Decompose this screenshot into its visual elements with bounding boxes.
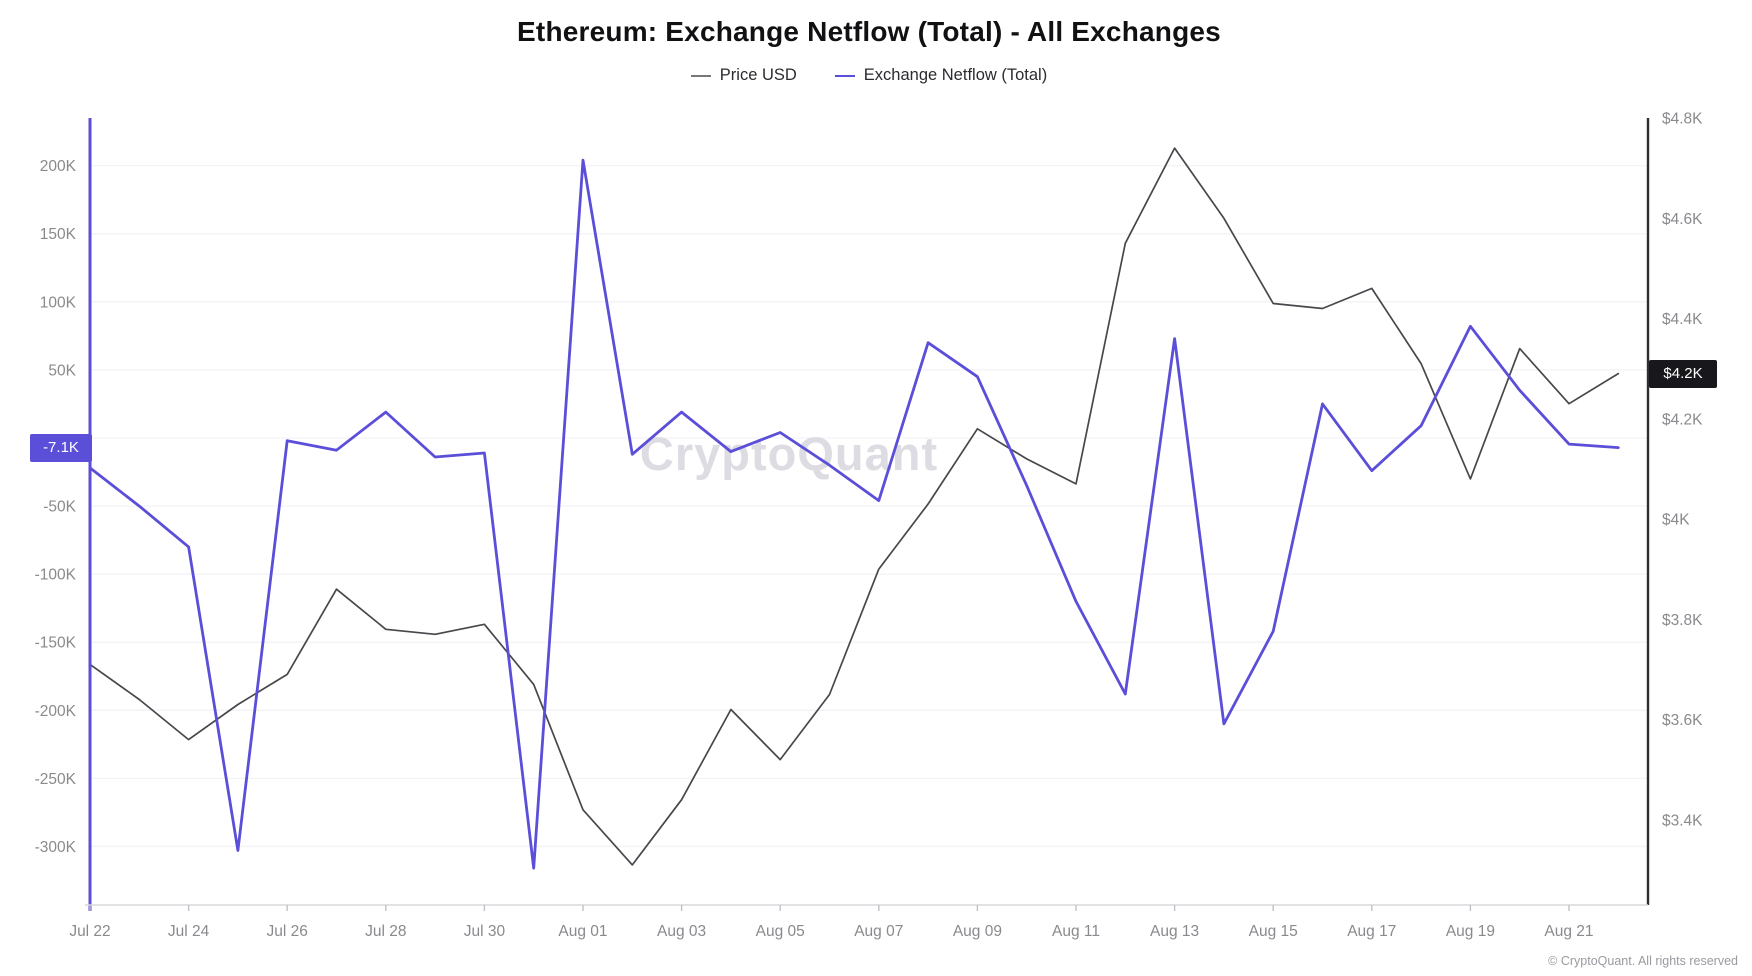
x-axis-tick-label: Aug 19 [1446, 923, 1495, 940]
x-axis-tick-label: Jul 30 [464, 923, 506, 940]
right-axis-tick-label: $4.6K [1662, 211, 1703, 228]
x-axis-tick-label: Aug 05 [756, 923, 805, 940]
legend-line-swatch-icon [834, 74, 855, 77]
x-axis-tick-label: Aug 17 [1347, 923, 1396, 940]
x-axis-tick-label: Aug 09 [953, 923, 1002, 940]
left-axis-tick-label: -50K [43, 499, 76, 516]
series-line-price [89, 147, 1620, 866]
left-axis-tick-label: 50K [48, 362, 76, 379]
left-axis-tick-label: -100K [35, 567, 77, 584]
x-axis-tick-label: Aug 15 [1249, 923, 1298, 940]
left-axis-tick-label: 150K [40, 226, 77, 243]
right-axis-tick-label: $4K [1662, 512, 1690, 529]
right-axis-tick-label: $4.8K [1662, 111, 1703, 128]
right-axis-tick-label: $4.4K [1662, 311, 1703, 328]
left-axis-tick-label: 100K [40, 294, 77, 311]
left-axis-tick-label: -300K [35, 839, 77, 856]
left-axis-tick-label: -200K [35, 703, 77, 720]
left-axis-tick-label: 200K [40, 158, 77, 175]
x-axis-tick-label: Aug 01 [558, 923, 607, 940]
series-line-netflow [88, 158, 1620, 870]
legend-item-netflow[interactable]: Exchange Netflow (Total) [834, 66, 1048, 85]
legend-item-price[interactable]: Price USD [690, 66, 797, 85]
page-title: Ethereum: Exchange Netflow (Total) - All… [517, 16, 1221, 47]
x-axis-tick-label: Aug 11 [1052, 923, 1100, 940]
right-axis-tick-label: $4.2K [1662, 411, 1703, 428]
legend-item-label: Price USD [719, 66, 797, 84]
x-axis-tick-label: Jul 26 [267, 923, 308, 940]
chart-legend: Price USD Exchange Netflow (Total) [90, 66, 1648, 85]
right-axis-tick-label: $3.6K [1662, 712, 1703, 729]
x-axis-tick-label: Aug 03 [657, 923, 706, 940]
price-current-value-badge: $4.2K [1649, 359, 1717, 388]
x-axis-tick-label: Aug 07 [854, 923, 903, 940]
right-axis-tick-label: $3.8K [1662, 612, 1703, 629]
x-axis-tick-label: Jul 22 [69, 923, 110, 940]
left-axis-tick-label: -250K [35, 771, 77, 788]
legend-line-swatch-icon [690, 74, 711, 77]
x-axis-tick-label: Jul 28 [365, 923, 406, 940]
netflow-current-value-badge: -7.1K [30, 433, 92, 462]
copyright-text: © CryptoQuant. All rights reserved [1548, 954, 1738, 968]
x-axis-tick-label: Jul 24 [168, 923, 210, 940]
x-axis-tick-label: Aug 21 [1544, 923, 1593, 940]
x-axis-tick-label: Aug 13 [1150, 923, 1199, 940]
legend-item-label: Exchange Netflow (Total) [863, 66, 1048, 84]
right-axis-tick-label: $3.4K [1662, 812, 1703, 829]
left-axis-tick-label: -150K [35, 635, 77, 652]
